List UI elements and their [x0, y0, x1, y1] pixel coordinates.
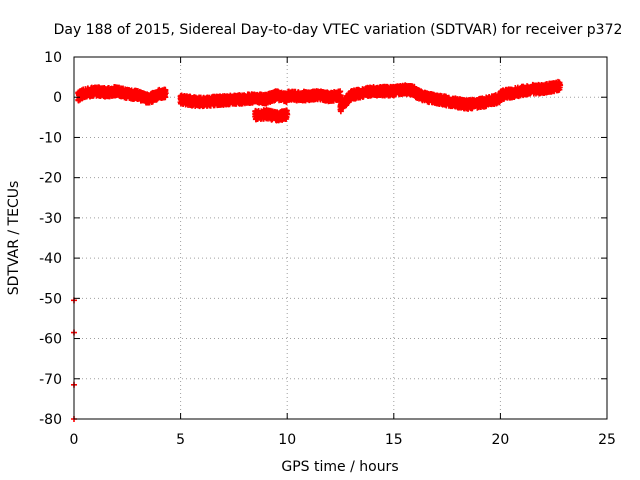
data-points [71, 78, 564, 422]
x-tick-label: 25 [598, 432, 616, 448]
data-point [337, 92, 344, 99]
y-tick-label: -50 [39, 291, 62, 307]
x-tick-label: 10 [278, 432, 296, 448]
y-tick-label: -80 [39, 412, 62, 428]
y-tick-label: -60 [39, 332, 62, 348]
x-tick-label: 5 [176, 432, 185, 448]
data-point [162, 90, 169, 97]
y-tick-label: -20 [39, 171, 62, 187]
y-tick-label: 0 [53, 90, 62, 106]
x-tick-label: 20 [491, 432, 509, 448]
y-tick-label: 10 [44, 50, 62, 66]
x-tick-label: 15 [385, 432, 403, 448]
y-tick-label: -30 [39, 211, 62, 227]
data-point [284, 111, 291, 118]
chart-title: Day 188 of 2015, Sidereal Day-to-day VTE… [54, 22, 623, 38]
y-tick-label: -40 [39, 251, 62, 267]
y-tick-label: -70 [39, 372, 62, 388]
tick-labels: 0 5 10 15 20 25 10 0 -10 -20 -30 -40 -50 -60 -70 -80 [39, 50, 616, 448]
x-axis-label: GPS time / hours [281, 459, 398, 475]
y-axis-label: SDTVAR / TECUs [6, 181, 22, 296]
y-tick-label: -10 [39, 130, 62, 146]
x-tick-label: 0 [70, 432, 79, 448]
